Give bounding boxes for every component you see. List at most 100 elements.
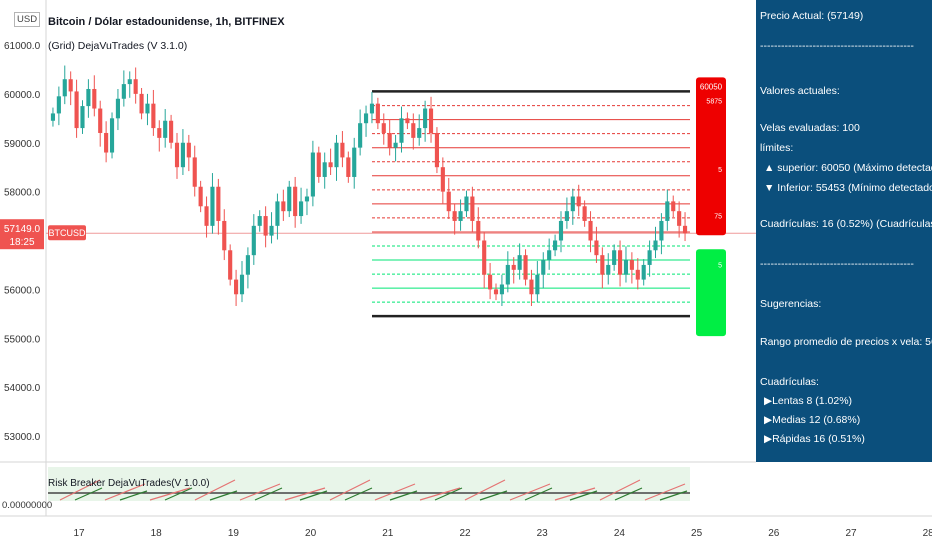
x-tick-label: 28 xyxy=(923,528,932,539)
x-tick-label: 27 xyxy=(845,528,857,539)
candle-body xyxy=(186,142,191,158)
candle-body xyxy=(245,255,250,275)
candle-body xyxy=(109,118,115,153)
x-tick-label: 21 xyxy=(382,528,394,539)
candle-body xyxy=(641,264,646,280)
info-limits: límites: xyxy=(760,142,794,154)
risk-breaker-title[interactable]: Risk Breaker DejaVuTrades(V 1.0.0) xyxy=(48,478,210,489)
y-tick-label: 55000.0 xyxy=(4,334,41,345)
candle-body xyxy=(653,240,658,251)
candle-body xyxy=(304,196,310,202)
candle-body xyxy=(399,118,404,143)
candle-body xyxy=(169,120,174,143)
candle-body xyxy=(659,220,664,241)
candle-body xyxy=(163,120,168,138)
candle-body xyxy=(564,211,569,221)
candle-body xyxy=(86,88,91,107)
candle-body xyxy=(446,191,451,212)
candle-body xyxy=(682,225,688,234)
x-tick-label: 20 xyxy=(305,528,317,539)
candle-body xyxy=(281,201,286,212)
candle-body xyxy=(204,206,209,226)
candle-body xyxy=(381,123,386,133)
candle-body xyxy=(375,103,380,124)
candle-body xyxy=(74,91,79,129)
candle-body xyxy=(210,186,215,226)
candle-body xyxy=(547,250,552,261)
price-tag-value: 57149.0 xyxy=(4,224,41,235)
x-tick-label: 22 xyxy=(459,528,471,539)
candle-body xyxy=(612,250,617,265)
currency-label: USD xyxy=(14,12,41,27)
candle-body xyxy=(464,196,469,212)
candle-body xyxy=(358,123,363,148)
info-slow: ▶Lentas 8 (1.02%) xyxy=(764,395,853,407)
candle-body xyxy=(121,84,126,99)
y-tick-label: 59000.0 xyxy=(4,139,41,150)
candle-body xyxy=(287,186,292,212)
price-tag-countdown: 18:25 xyxy=(9,237,34,248)
candle-body xyxy=(115,98,121,119)
info-separator: ----------------------------------------… xyxy=(760,40,914,52)
candle-body xyxy=(505,264,510,285)
candle-body xyxy=(470,196,475,221)
candle-body xyxy=(310,152,315,197)
grid-box-value: 75 xyxy=(714,214,722,221)
info-avg-range: Rango promedio de precios x vela: 568 xyxy=(760,336,932,348)
info-medium: ▶Medias 12 (0.68%) xyxy=(764,414,861,426)
candle-body xyxy=(623,260,629,275)
candle-body xyxy=(629,260,634,270)
y-tick-label: 58000.0 xyxy=(4,188,41,199)
candle-body xyxy=(334,142,339,168)
candle-body xyxy=(476,220,481,241)
candle-body xyxy=(452,211,457,221)
time-axis[interactable]: 17 18 19 20 21 22 23 24 25 26 27 28 xyxy=(73,528,932,539)
candle-body xyxy=(340,142,345,158)
candle-body xyxy=(239,274,245,295)
info-upper-limit: ▲ superior: 60050 (Máximo detectado auto… xyxy=(764,162,932,174)
candle-body xyxy=(50,113,56,121)
info-separator-2: ----------------------------------------… xyxy=(760,258,914,270)
candles xyxy=(50,65,688,306)
candle-body xyxy=(98,108,103,133)
risk-breaker-green-line xyxy=(74,487,688,501)
candle-body xyxy=(393,142,398,148)
y-tick-label: 60000.0 xyxy=(4,90,41,101)
info-suggestions: Sugerencias: xyxy=(760,298,822,310)
main-pane[interactable] xyxy=(0,0,932,517)
candle-body xyxy=(588,220,593,241)
candle-body xyxy=(434,132,440,168)
grid-box-value: 5875 xyxy=(706,98,722,105)
candle-body xyxy=(346,157,351,177)
risk-breaker-red-line xyxy=(59,479,686,501)
candle-body xyxy=(458,211,463,221)
info-current-values: Valores actuales: xyxy=(760,85,840,97)
candle-body xyxy=(482,240,487,275)
candle-body xyxy=(553,240,558,251)
candle-body xyxy=(582,206,587,221)
indicator-title[interactable]: (Grid) DejaVuTrades (V 3.1.0) xyxy=(48,40,188,52)
candle-body xyxy=(665,201,670,221)
candle-body xyxy=(62,79,67,97)
candle-body xyxy=(517,255,522,270)
candle-body xyxy=(635,269,640,280)
candle-body xyxy=(174,142,180,168)
candle-body xyxy=(68,79,73,92)
candle-body xyxy=(511,264,516,270)
candle-body xyxy=(293,186,298,217)
y-tick-label: 54000.0 xyxy=(4,383,41,394)
candle-body xyxy=(216,186,221,221)
x-tick-label: 19 xyxy=(228,528,240,539)
candle-body xyxy=(576,196,581,207)
candle-body xyxy=(369,103,375,114)
candle-body xyxy=(228,250,233,280)
x-tick-label: 17 xyxy=(73,528,85,539)
candle-body xyxy=(133,79,138,94)
candle-body xyxy=(405,118,410,124)
candle-body xyxy=(428,108,434,133)
candle-body xyxy=(222,220,227,251)
risk-breaker-pane[interactable]: 0.00000000 xyxy=(2,467,690,511)
candle-body xyxy=(363,113,369,124)
price-labels: 60050 5875 5 75 5 57149.0 18:25 BTCUSD xyxy=(0,77,726,337)
